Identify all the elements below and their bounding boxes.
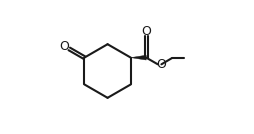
Polygon shape [131,55,146,60]
Text: O: O [156,58,166,71]
Text: O: O [141,25,151,38]
Text: O: O [60,40,70,53]
